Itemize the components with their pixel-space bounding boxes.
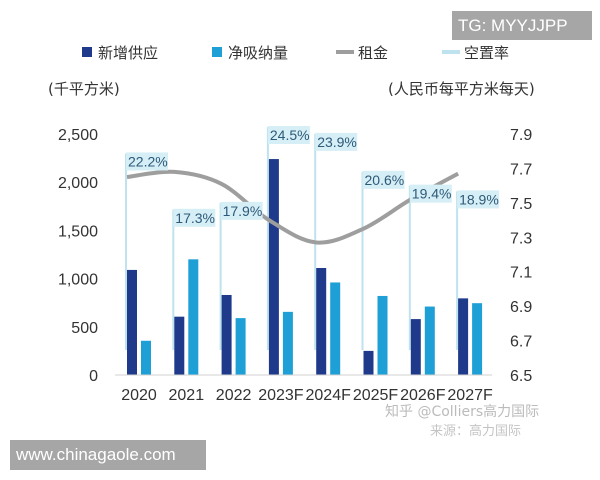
site-watermark: www.chinagaole.com xyxy=(10,440,206,470)
left-axis-label: (千平方米) xyxy=(48,80,120,98)
legend-swatch xyxy=(82,47,92,57)
x-tick-label: 2020 xyxy=(121,387,157,404)
bar-new-supply xyxy=(316,267,327,375)
x-tick-label: 2021 xyxy=(169,387,205,404)
vacancy-label-bg xyxy=(362,170,405,189)
x-tick-label: 2026F xyxy=(400,387,446,404)
vacancy-label: 17.3% xyxy=(175,210,215,226)
legend-swatch xyxy=(336,50,354,54)
bar-new-supply xyxy=(458,298,469,375)
vacancy-label: 18.9% xyxy=(459,191,499,207)
bar-new-supply xyxy=(363,350,374,375)
left-tick-label: 2,000 xyxy=(58,175,98,192)
bar-net-absorption xyxy=(188,259,199,375)
zhihu-watermark: 知乎 @Colliers高力国际 xyxy=(385,404,540,420)
x-tick-label: 2025F xyxy=(353,387,399,404)
x-tick-label: 2024F xyxy=(306,387,352,404)
vacancy-label-bg xyxy=(267,126,310,144)
legend-label: 新增供应 xyxy=(98,44,158,62)
legend: 新增供应 净吸纳量 租金 空置率 xyxy=(82,44,509,62)
bar-net-absorption xyxy=(377,295,388,375)
right-tick-label: 6.5 xyxy=(510,368,532,385)
legend-label: 净吸纳量 xyxy=(228,44,288,62)
legend-label: 租金 xyxy=(358,44,388,62)
bar-new-supply xyxy=(410,319,421,375)
left-tick-label: 0 xyxy=(89,368,98,385)
bar-net-absorption xyxy=(330,282,341,375)
bar-new-supply xyxy=(268,159,279,375)
left-tick-label: 1,500 xyxy=(58,223,98,240)
vacancy-label: 19.4% xyxy=(412,186,452,202)
bar-net-absorption xyxy=(141,340,151,375)
right-tick-label: 7.1 xyxy=(510,265,532,282)
bar-new-supply xyxy=(221,294,232,375)
vacancy-label-bg xyxy=(315,132,358,151)
vacancy-label-bg xyxy=(173,208,216,227)
right-tick-label: 7.3 xyxy=(510,230,532,247)
legend-swatch xyxy=(442,50,460,54)
bar-new-supply xyxy=(174,316,185,375)
x-tick-label: 2023F xyxy=(258,387,304,404)
bar-net-absorption xyxy=(472,303,483,375)
rent-line xyxy=(126,169,460,245)
right-tick-label: 6.7 xyxy=(510,334,532,351)
right-tick-label: 7.7 xyxy=(510,161,532,178)
vacancy-label-bg xyxy=(220,201,263,220)
x-tick-label: 2027F xyxy=(447,387,493,404)
right-axis-label: (人民币每平方米每天) xyxy=(388,80,535,98)
vacancy-label-bg xyxy=(457,190,500,209)
legend-swatch xyxy=(212,47,222,57)
vacancy-label: 24.5% xyxy=(270,127,310,143)
left-tick-label: 2,500 xyxy=(58,127,98,144)
vacancy-label: 23.9% xyxy=(317,134,357,150)
bar-net-absorption xyxy=(235,318,246,375)
right-tick-label: 7.9 xyxy=(510,127,532,144)
legend-label: 空置率 xyxy=(464,44,509,62)
right-tick-label: 7.5 xyxy=(510,196,532,213)
vacancy-label-bg xyxy=(409,184,452,203)
source-note: 来源：高力国际 xyxy=(430,424,522,439)
left-tick-label: 500 xyxy=(71,320,98,337)
right-tick-label: 6.9 xyxy=(510,299,532,316)
tg-watermark: TG: MYYJJPP xyxy=(452,11,592,40)
x-tick-label: 2022 xyxy=(216,387,252,404)
bar-new-supply xyxy=(127,269,137,375)
vacancy-label: 17.9% xyxy=(223,203,263,219)
bar-net-absorption xyxy=(282,311,293,375)
vacancy-label: 22.2% xyxy=(128,153,168,169)
left-tick-label: 1,000 xyxy=(58,272,98,289)
vacancy-label-bg xyxy=(126,152,168,171)
vacancy-label: 20.6% xyxy=(365,172,405,188)
bar-net-absorption xyxy=(424,306,435,375)
